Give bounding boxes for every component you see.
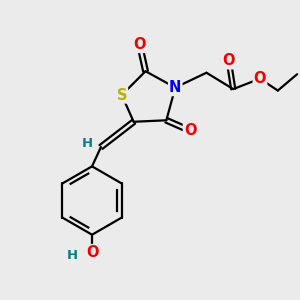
Text: O: O: [133, 37, 146, 52]
Text: O: O: [223, 53, 235, 68]
Text: H: H: [82, 137, 93, 150]
Text: O: O: [184, 123, 197, 138]
Text: O: O: [254, 71, 266, 86]
Text: H: H: [67, 249, 78, 262]
Text: S: S: [116, 88, 127, 103]
Text: O: O: [86, 245, 98, 260]
Text: N: N: [169, 80, 182, 95]
